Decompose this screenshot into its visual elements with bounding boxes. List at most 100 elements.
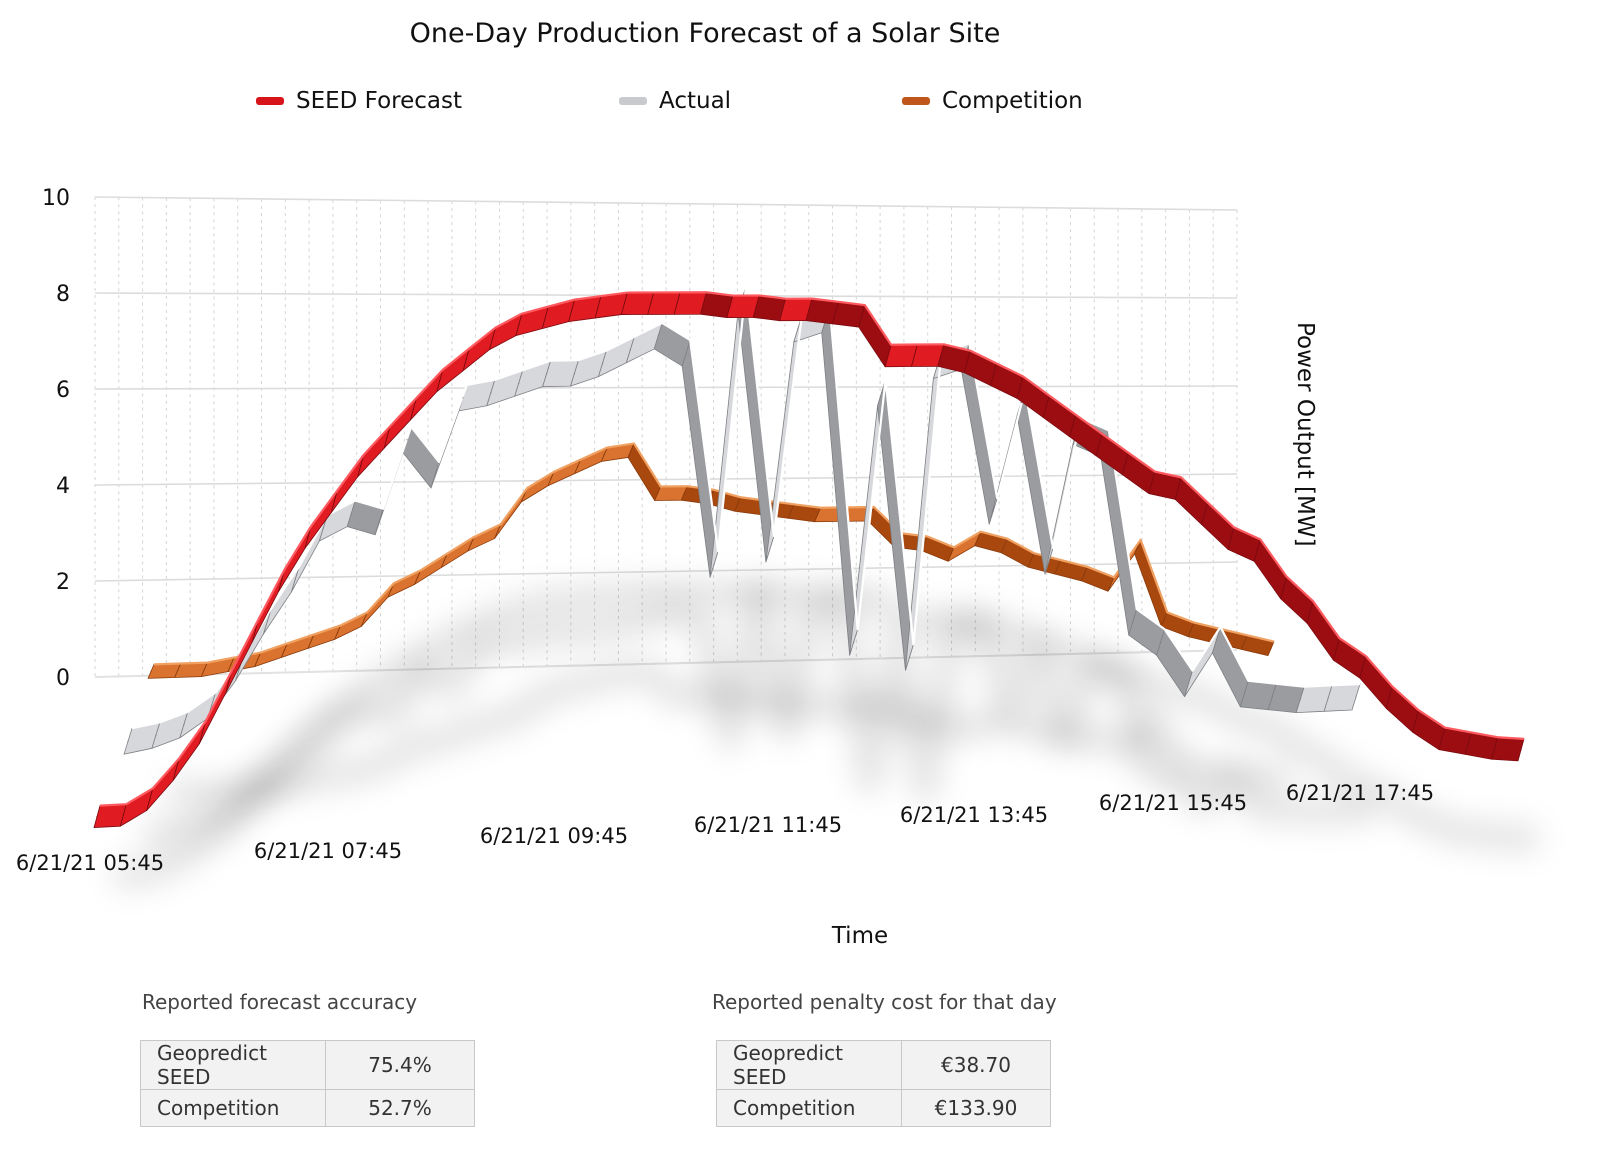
actual-point xyxy=(685,352,687,354)
actual-segment xyxy=(681,339,719,578)
y-tick-label: 8 xyxy=(56,282,70,307)
actual-point xyxy=(797,328,799,330)
seed-forecast-point xyxy=(1520,749,1522,751)
competition-point xyxy=(497,530,499,533)
competition-point xyxy=(550,478,552,480)
actual-point xyxy=(294,578,297,580)
seed-forecast-segment xyxy=(1280,576,1314,624)
actual-point xyxy=(1160,641,1162,643)
seed-forecast-point xyxy=(254,630,256,632)
table-row: Geopredict SEED €38.70 xyxy=(716,1040,1051,1090)
seed-forecast-segment xyxy=(1491,736,1525,762)
legend-item-seed-forecast: SEED Forecast xyxy=(256,88,462,114)
seed-forecast-point xyxy=(544,316,546,319)
actual-point xyxy=(908,656,911,658)
axis-labels: 0 2 4 6 8 10 Power Output [MW] Time 6/21/21 05:4… xyxy=(16,186,1434,949)
x-axis-label: Time xyxy=(831,923,888,949)
competition-point xyxy=(603,453,605,456)
competition-point xyxy=(1190,628,1192,631)
seed-forecast-point xyxy=(149,798,151,801)
seed-forecast-point xyxy=(729,305,731,308)
seed-forecast-segment xyxy=(1201,502,1235,550)
x-tick-label: 6/21/21 09:45 xyxy=(480,824,628,848)
competition-point xyxy=(1003,545,1005,547)
actual-point xyxy=(378,521,380,523)
actual-point xyxy=(1355,696,1357,698)
penalty-value: €133.90 xyxy=(901,1089,1051,1127)
accuracy-name: Competition xyxy=(140,1089,326,1127)
competition-point xyxy=(1083,573,1085,575)
competition-point xyxy=(150,670,152,673)
seed-forecast-point xyxy=(1019,386,1021,388)
actual-point xyxy=(573,372,576,374)
seed-forecast-point xyxy=(518,324,520,326)
actual-point xyxy=(518,382,520,384)
competition-point xyxy=(1137,546,1139,548)
y-tick-label: 10 xyxy=(42,186,70,211)
x-tick-label: 6/21/21 17:45 xyxy=(1286,781,1434,805)
seed-forecast-point xyxy=(1441,737,1443,740)
series-shadows xyxy=(113,577,1539,890)
competition-segment xyxy=(440,536,475,568)
chart-plot: 0 2 4 6 8 10 Power Output [MW] Time 6/21/21 05:4… xyxy=(16,186,1539,949)
actual-point xyxy=(769,548,771,550)
actual-point xyxy=(629,349,631,351)
seed-forecast-point xyxy=(96,816,98,818)
actual-point xyxy=(546,373,548,375)
actual-point xyxy=(406,439,408,441)
seed-forecast-point xyxy=(1335,648,1338,650)
competition-point xyxy=(1057,566,1059,568)
y-tick-label: 4 xyxy=(56,474,70,499)
actual-point xyxy=(350,512,352,515)
table-row: Competition €133.90 xyxy=(716,1089,1051,1127)
seed-forecast-point xyxy=(1177,487,1179,489)
accuracy-heading: Reported forecast accuracy xyxy=(142,990,418,1014)
competition-point xyxy=(177,669,179,672)
actual-segment xyxy=(737,285,775,563)
penalty-value: €38.70 xyxy=(901,1040,1051,1090)
legend-label-actual: Actual xyxy=(659,88,732,114)
actual-point xyxy=(1048,560,1050,562)
competition-point xyxy=(1270,648,1272,650)
seed-forecast-point xyxy=(887,355,889,357)
y-tick-label: 0 xyxy=(56,666,70,691)
actual-point xyxy=(1132,621,1134,623)
actual-point xyxy=(490,392,492,394)
competition-point xyxy=(630,449,632,452)
seed-forecast-point xyxy=(280,579,283,582)
actual-point xyxy=(601,363,604,365)
accuracy-value: 75.4% xyxy=(325,1040,475,1090)
seed-forecast-point xyxy=(571,310,573,312)
competition-point xyxy=(1110,583,1112,585)
actual-point xyxy=(322,527,324,529)
y-tick-label: 6 xyxy=(56,378,70,403)
seed-forecast-segment xyxy=(1174,476,1208,525)
competition-point xyxy=(363,618,365,620)
legend-label-competition: Competition xyxy=(942,88,1083,114)
actual-point xyxy=(1327,697,1329,699)
penalty-table: Geopredict SEED €38.70 Competition €133.… xyxy=(716,1040,1051,1127)
accuracy-value: 52.7% xyxy=(325,1089,475,1127)
actual-point xyxy=(1299,699,1301,701)
actual-point xyxy=(1215,639,1218,641)
x-tick-label: 6/21/21 15:45 xyxy=(1099,791,1247,815)
horizontal-gridline xyxy=(94,385,1238,390)
seed-forecast-point xyxy=(1283,587,1285,589)
legend-item-actual: Actual xyxy=(619,88,731,114)
competition-point xyxy=(257,658,259,661)
seed-forecast-point xyxy=(439,380,441,382)
actual-point xyxy=(462,397,464,399)
competition-point xyxy=(523,494,525,496)
seed-forecast-point xyxy=(175,768,177,771)
horizontal-gridline xyxy=(94,473,1238,486)
actual-point xyxy=(183,724,185,726)
seed-forecast-point xyxy=(1362,666,1364,668)
actual-point xyxy=(1187,683,1190,685)
penalty-name: Geopredict SEED xyxy=(716,1040,902,1090)
competition-point xyxy=(390,589,392,591)
seed-forecast-point xyxy=(1151,481,1153,484)
seed-forecast-point xyxy=(650,302,652,305)
seed-forecast-point xyxy=(122,814,124,816)
seed-forecast-segment xyxy=(357,425,391,478)
seed-forecast-shadow xyxy=(113,578,1539,890)
